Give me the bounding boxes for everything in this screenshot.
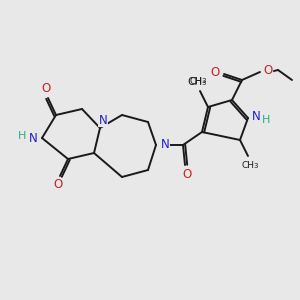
Text: N: N <box>28 131 38 145</box>
Text: H: H <box>18 131 26 141</box>
Text: O: O <box>263 64 273 76</box>
Text: N: N <box>252 110 260 122</box>
Text: O: O <box>41 82 51 95</box>
Text: O: O <box>182 167 192 181</box>
Text: 3: 3 <box>202 78 206 84</box>
Text: O: O <box>53 178 63 191</box>
Text: CH: CH <box>190 76 202 85</box>
Text: O: O <box>210 65 220 79</box>
Text: N: N <box>160 139 169 152</box>
Text: CH: CH <box>242 161 254 170</box>
Text: CH₃: CH₃ <box>188 77 207 87</box>
Text: N: N <box>99 113 107 127</box>
Text: H: H <box>262 115 270 125</box>
Text: 3: 3 <box>254 163 258 169</box>
